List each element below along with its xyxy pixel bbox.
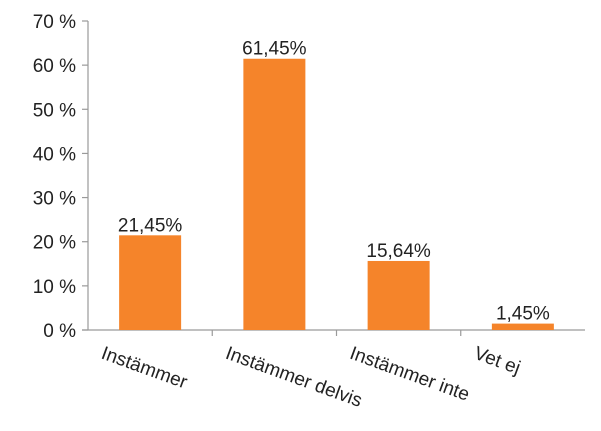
bar-3 [367,260,430,330]
y-axis: 0 % 10 % 20 % 30 % 40 % 50 % 60 % 70 % [33,12,585,342]
y-tick-label: 40 % [33,144,76,165]
bar-2 [243,58,306,331]
category-label: Instämmer delvis [223,343,365,412]
y-tick-label: 50 % [33,100,76,121]
data-labels: 21,45% 61,45% 15,64% 1,45% [118,39,550,325]
y-tick-label: 60 % [33,56,76,77]
y-tick-label: 10 % [33,277,76,298]
bar-1 [119,235,182,330]
data-label: 1,45% [496,304,550,325]
data-label: 61,45% [242,39,307,60]
y-tick-label: 30 % [33,189,76,210]
category-label: Instämmer [98,343,190,394]
bar-4 [491,323,554,330]
y-tick-label: 20 % [33,233,76,254]
bars [119,58,554,331]
y-tick-label: 0 % [43,321,76,342]
category-label: Instämmer inte [347,343,472,406]
data-label: 21,45% [118,215,183,236]
data-label: 15,64% [366,241,431,262]
y-tick-label: 70 % [33,12,76,33]
category-label: Vet ej [471,343,523,379]
